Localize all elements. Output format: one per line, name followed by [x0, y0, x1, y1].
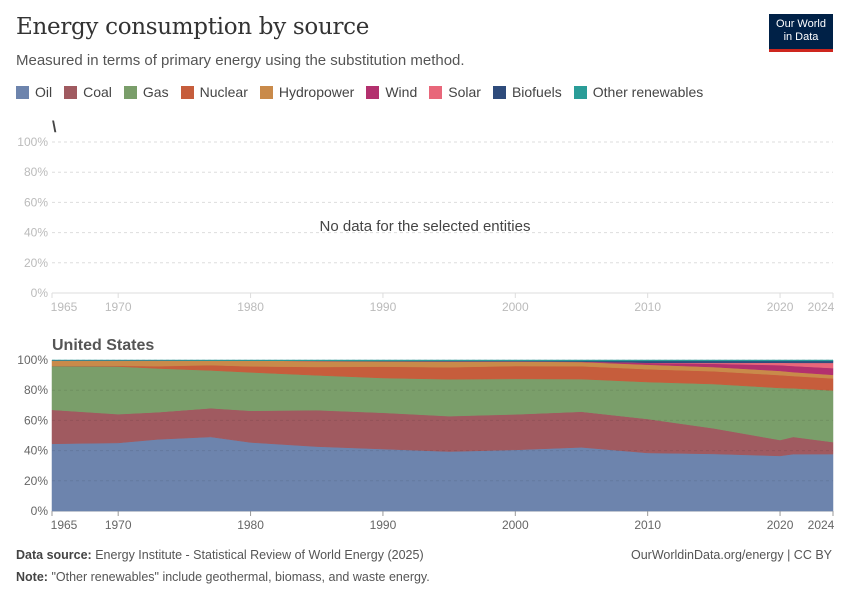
legend-swatch [429, 85, 443, 99]
y-tick-label: 100% [17, 353, 48, 367]
x-tick-label: 1990 [370, 300, 397, 314]
legend-item[interactable]: Solar [429, 84, 481, 100]
legend-swatch [123, 85, 137, 99]
legend-label: Hydropower [278, 84, 355, 100]
legend-label: Nuclear [199, 84, 248, 100]
legend-label: Biofuels [511, 84, 562, 100]
legend-item[interactable]: Oil [16, 84, 52, 100]
x-tick-label: 2020 [767, 300, 794, 314]
y-tick-label: 0% [31, 504, 49, 518]
y-tick-label: 80% [24, 165, 48, 179]
legend-label: Other renewables [592, 84, 704, 100]
x-tick-label: 2000 [502, 518, 529, 532]
legend-swatch [492, 85, 506, 99]
legend-swatch [180, 85, 194, 99]
no-data-message: No data for the selected entities [320, 218, 531, 235]
legend-swatch [259, 85, 273, 99]
source-url[interactable]: OurWorldinData.org/energy | CC BY [630, 548, 832, 562]
y-tick-label: 20% [24, 256, 48, 270]
legend-label: Oil [35, 84, 53, 100]
y-tick-label: 40% [24, 444, 48, 458]
x-tick-label: 2000 [502, 300, 529, 314]
x-tick-label: 2024 [808, 300, 835, 314]
legend-label: Coal [83, 84, 112, 100]
area-other-renewables [51, 359, 834, 362]
legend-item[interactable]: Gas [123, 84, 169, 100]
y-tick-label: 40% [24, 226, 48, 240]
x-tick-label: 1970 [105, 300, 132, 314]
x-tick-label: 2010 [634, 518, 661, 532]
note-text: "Other renewables" include geothermal, b… [51, 570, 430, 584]
legend-label: Solar [448, 84, 481, 100]
panel-title: United States [52, 337, 154, 354]
x-tick-label: 2020 [767, 518, 794, 532]
y-tick-label: 60% [24, 413, 48, 427]
legend-label: Gas [142, 84, 169, 100]
x-tick-label: 1970 [105, 518, 132, 532]
x-tick-label: 2024 [808, 518, 835, 532]
x-tick-label: 2010 [634, 300, 661, 314]
source-text: Energy Institute - Statistical Review of… [95, 548, 424, 562]
legend-label: Wind [385, 84, 418, 100]
x-tick-label: 1980 [237, 300, 264, 314]
y-tick-label: 20% [24, 474, 48, 488]
legend-item[interactable]: Coal [64, 84, 112, 100]
note: Note: "Other renewables" include geother… [16, 570, 430, 584]
legend-item[interactable]: Wind [366, 84, 417, 100]
x-tick-label: 1965 [51, 518, 78, 532]
legend: Oil Coal Gas Nuclear Hydropower Wind Solar Biof… [16, 84, 703, 100]
x-tick-label: 1980 [237, 518, 264, 532]
source-label: Data source: [16, 548, 92, 562]
chart-subtitle: Measured in terms of primary energy usin… [16, 52, 465, 69]
legend-item[interactable]: Other renewables [573, 84, 704, 100]
y-tick-label: 0% [31, 286, 49, 300]
legend-item[interactable]: Hydropower [259, 84, 355, 100]
note-label: Note: [16, 570, 48, 584]
data-source: Data source: Energy Institute - Statisti… [16, 548, 424, 562]
owid-logo[interactable]: Our World in Data [769, 14, 833, 52]
x-tick-label: 1965 [51, 300, 78, 314]
panel-title: \ [52, 119, 57, 136]
y-tick-label: 80% [24, 383, 48, 397]
y-tick-label: 100% [17, 135, 48, 149]
legend-item[interactable]: Nuclear [180, 84, 248, 100]
legend-swatch [64, 85, 78, 99]
legend-item[interactable]: Biofuels [492, 84, 562, 100]
legend-swatch [16, 85, 29, 99]
chart-title: Energy consumption by source [16, 14, 370, 40]
legend-swatch [366, 85, 380, 99]
x-tick-label: 1990 [370, 518, 397, 532]
y-tick-label: 60% [24, 195, 48, 209]
legend-swatch [573, 85, 587, 99]
